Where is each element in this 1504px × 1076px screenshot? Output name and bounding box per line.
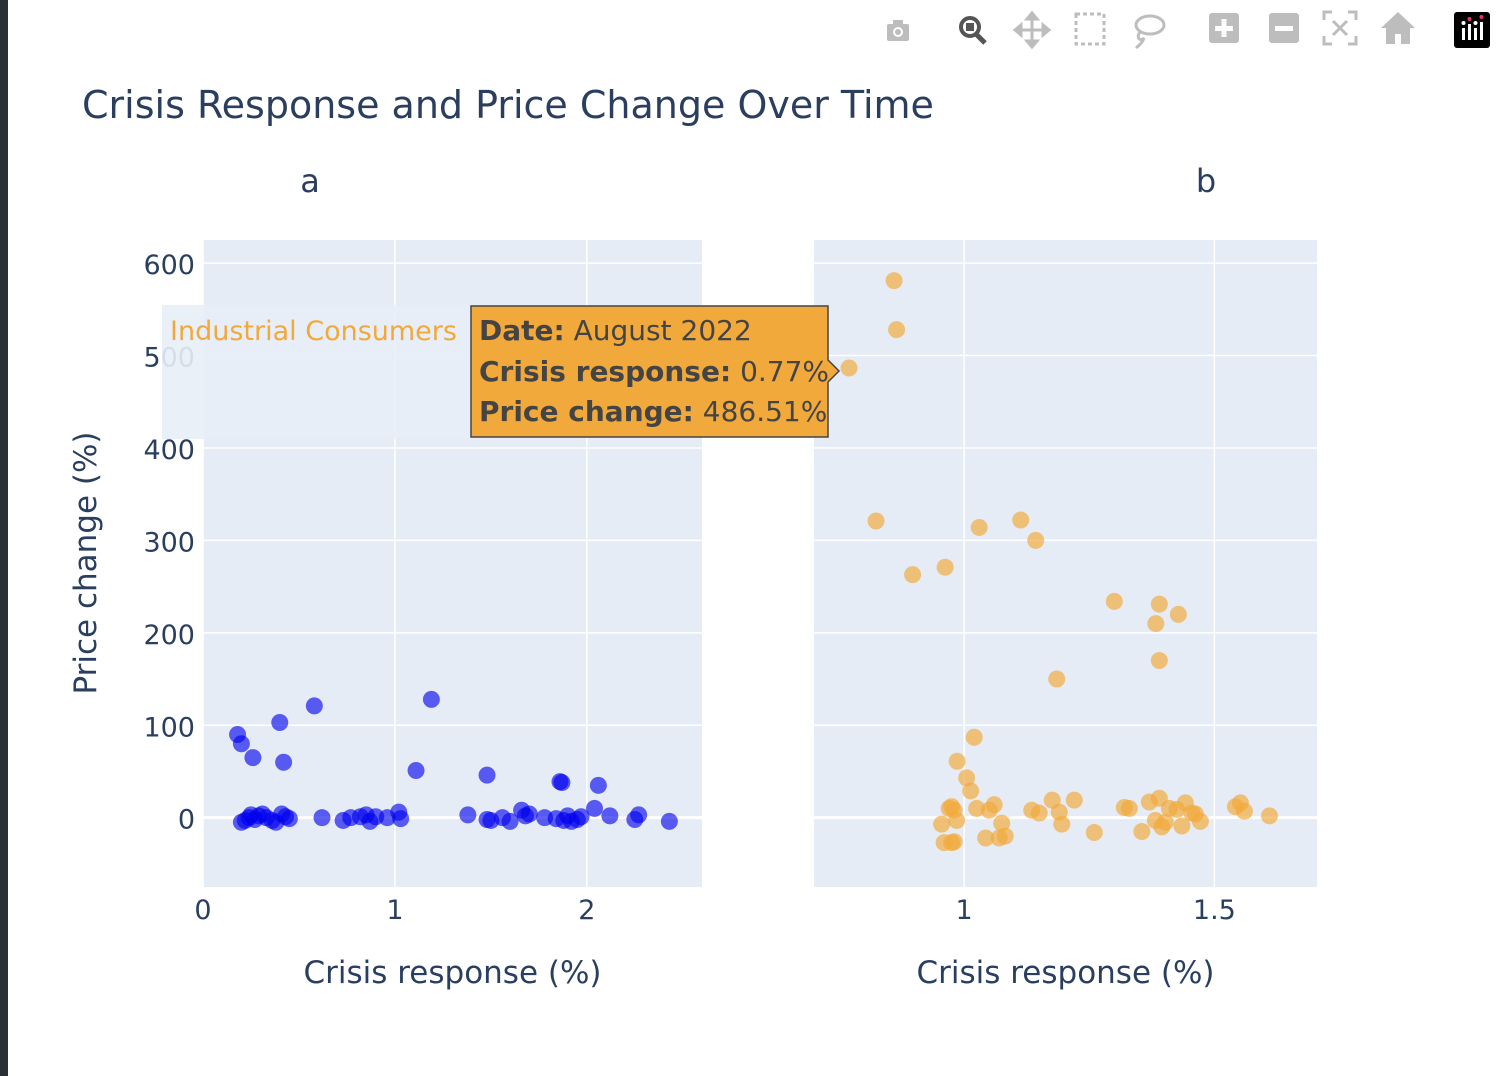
data-point[interactable] — [867, 512, 885, 530]
hover-series-label: Industrial Consumers — [170, 316, 457, 347]
y-tick-label: 400 — [143, 435, 195, 466]
subplot-title-a: a — [300, 162, 320, 200]
x-tick-label: 1.5 — [1193, 895, 1236, 926]
tooltip-crisis-response-line: Crisis response: 0.77% — [479, 355, 829, 388]
data-point[interactable] — [996, 827, 1014, 845]
data-point[interactable] — [501, 812, 519, 830]
x-tick-label: 1 — [386, 895, 403, 926]
data-point[interactable] — [840, 359, 858, 377]
data-point[interactable] — [1048, 670, 1066, 688]
data-point[interactable] — [965, 728, 983, 746]
data-point[interactable] — [948, 811, 966, 829]
data-point[interactable] — [1150, 652, 1168, 670]
data-point[interactable] — [630, 806, 648, 824]
data-point[interactable] — [1065, 791, 1083, 809]
data-point[interactable] — [1030, 804, 1048, 822]
data-point[interactable] — [945, 833, 963, 851]
x-tick-label: 1 — [956, 895, 973, 926]
chart-title: Crisis Response and Price Change Over Ti… — [82, 83, 934, 127]
x-axis-label-b: Crisis response (%) — [916, 955, 1214, 991]
data-point[interactable] — [933, 815, 951, 833]
data-point[interactable] — [985, 796, 1003, 814]
y-axis-label: Price change (%) — [68, 431, 104, 694]
plotly-logo-icon[interactable] — [1452, 8, 1492, 52]
hover-label-background — [162, 305, 474, 439]
y-tick-label: 300 — [143, 527, 195, 558]
subplot-b[interactable]: 1 1.5 b Crisis response (%) — [814, 162, 1317, 991]
data-point[interactable] — [962, 782, 980, 800]
subplot-a[interactable]: 0100200300400500600012 a Crisis response… — [68, 162, 702, 991]
y-tick-label: 0 — [178, 805, 195, 836]
data-point[interactable] — [305, 697, 323, 715]
data-point[interactable] — [660, 812, 678, 830]
data-point[interactable] — [407, 762, 425, 780]
data-point[interactable] — [958, 769, 976, 787]
tooltip-price-change-line: Price change: 486.51% — [479, 395, 827, 428]
data-point[interactable] — [244, 749, 262, 767]
y-tick-label: 100 — [143, 712, 195, 743]
data-point[interactable] — [1053, 815, 1071, 833]
data-point[interactable] — [1169, 605, 1187, 623]
tooltip-box — [470, 305, 841, 438]
data-point[interactable] — [993, 814, 1011, 832]
zoom-in-icon[interactable] — [1204, 8, 1244, 52]
box-select-icon[interactable] — [1070, 8, 1110, 52]
x-tick-label: 2 — [578, 895, 595, 926]
data-point[interactable] — [422, 690, 440, 708]
data-point[interactable] — [1133, 823, 1151, 841]
data-point[interactable] — [936, 558, 954, 576]
x-tick-label: 0 — [194, 895, 211, 926]
data-point[interactable] — [275, 753, 293, 771]
reset-axes-icon[interactable] — [1378, 8, 1418, 52]
data-point[interactable] — [888, 321, 906, 339]
subplot-title-b: b — [1196, 162, 1216, 200]
zoom-icon[interactable] — [952, 8, 992, 52]
camera-icon[interactable] — [878, 8, 918, 52]
data-point[interactable] — [478, 766, 496, 784]
x-axis-label-a: Crisis response (%) — [303, 955, 601, 991]
autoscale-icon[interactable] — [1320, 8, 1360, 52]
data-point[interactable] — [1235, 802, 1253, 820]
data-point[interactable] — [1012, 511, 1030, 529]
plot-area-b[interactable] — [814, 240, 1317, 887]
zoom-out-icon[interactable] — [1264, 8, 1304, 52]
data-point[interactable] — [885, 272, 903, 290]
pan-icon[interactable] — [1012, 8, 1052, 52]
data-point[interactable] — [948, 752, 966, 770]
y-tick-label: 600 — [143, 250, 195, 281]
data-point[interactable] — [1150, 595, 1168, 613]
hover-tooltip: Industrial Consumers Date: August 2022 C… — [162, 305, 841, 439]
data-point[interactable] — [586, 799, 604, 817]
data-point[interactable] — [1105, 592, 1123, 610]
data-point[interactable] — [313, 809, 331, 827]
data-point[interactable] — [1260, 807, 1278, 825]
data-point[interactable] — [589, 776, 607, 794]
data-point[interactable] — [1173, 817, 1191, 835]
data-point[interactable] — [392, 810, 410, 828]
data-point[interactable] — [1191, 812, 1209, 830]
data-point[interactable] — [553, 774, 571, 792]
data-point[interactable] — [977, 829, 995, 847]
data-point[interactable] — [1027, 531, 1045, 549]
window-edge — [0, 0, 8, 1076]
data-point[interactable] — [1156, 813, 1174, 831]
y-tick-label: 200 — [143, 620, 195, 651]
data-point[interactable] — [1120, 799, 1138, 817]
data-point[interactable] — [1147, 615, 1165, 633]
data-point[interactable] — [271, 713, 289, 731]
data-point[interactable] — [601, 807, 619, 825]
data-point[interactable] — [968, 799, 986, 817]
data-point[interactable] — [459, 806, 477, 824]
data-point[interactable] — [520, 805, 538, 823]
data-point[interactable] — [572, 808, 590, 826]
data-point[interactable] — [1085, 823, 1103, 841]
data-point[interactable] — [232, 735, 250, 753]
data-point[interactable] — [280, 810, 298, 828]
data-point[interactable] — [904, 566, 922, 584]
tooltip-date-line: Date: August 2022 — [479, 314, 752, 347]
data-point[interactable] — [970, 518, 988, 536]
lasso-select-icon[interactable] — [1128, 8, 1168, 52]
